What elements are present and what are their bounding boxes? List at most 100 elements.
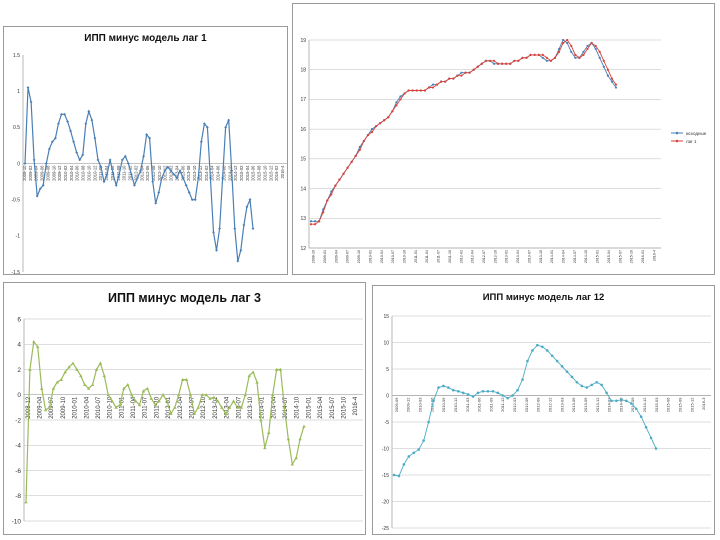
x-tick-label: 2014-01 [550,250,554,263]
data-point [212,230,215,234]
y-tick-label: 1.5 [13,53,20,59]
y-tick-label: 10 [383,340,389,346]
data-point [399,98,402,101]
data-point [251,370,255,374]
data-point [24,500,28,504]
legend-item-lag1: лаг 1 [671,138,697,144]
x-tick-label: 2012-03 [512,397,517,412]
y-tick-label: -20 [382,499,389,505]
data-point [236,259,240,263]
data-point [374,125,378,128]
data-point [529,53,532,56]
y-tick-label: -6 [15,468,21,475]
data-point [326,199,329,202]
data-point [461,391,465,395]
data-point [334,184,337,187]
x-tick-label: 2016-02 [274,165,279,181]
legend-line-icon [671,139,683,143]
data-point [60,112,63,116]
data-point [517,59,520,62]
data-point [99,165,103,169]
data-point [313,223,317,226]
data-point [114,183,118,187]
data-point [513,59,516,62]
x-tick-label: 2013-02 [169,165,174,181]
data-point [354,154,357,157]
x-tick-label: 2014-07 [283,396,289,419]
data-point [78,158,82,162]
data-point [32,340,36,344]
data-point [491,389,495,393]
data-point [610,77,614,80]
data-point [536,343,539,347]
data-point [298,437,302,441]
y-tick-label: -2 [15,417,21,424]
data-point [471,395,475,398]
x-tick-label: 2016-4 [280,165,285,179]
x-tick-label: 2011-01 [119,396,125,418]
data-point [255,380,259,384]
data-point [149,396,153,400]
x-tick-label: 2016-3 [701,397,706,410]
data-point [496,391,500,395]
data-point [163,169,167,173]
y-tick-label: 12 [300,246,306,252]
data-point [212,395,216,399]
x-tick-label: 2010-02 [63,165,68,181]
data-point [570,50,573,53]
data-point [448,77,451,80]
chart-panel-lag12: ИПП минус модель лаг 12 15 10 5 0 -5 -10 -15 -2… [372,285,715,535]
data-point [383,119,386,122]
data-point [160,176,164,180]
data-point [362,139,365,143]
data-point [117,172,121,176]
x-tick-label: 2012-07 [482,250,486,263]
x-tick-label: 2015-08 [257,165,262,181]
data-point [419,89,422,92]
data-point [417,448,421,451]
x-tick-label: 2015-02 [239,165,244,181]
data-point [133,399,138,403]
data-point [57,122,60,126]
x-tick-label: 2013-07 [527,250,531,263]
x-tick-label: 2010-08 [81,165,86,181]
data-point [330,190,333,193]
data-point [75,367,79,371]
data-point [251,227,255,230]
x-tick-label: 2010-10 [108,396,114,419]
x-tick-label: 2011-07 [143,396,149,418]
x-tick-label: 2015-10 [341,396,347,419]
x-tick-label: 2015-01 [596,250,600,263]
x-tick-label: 2015-12 [689,397,694,412]
series-line [24,87,254,262]
x-tick-label: 2011-09 [488,397,493,412]
data-point [26,86,30,89]
data-point [235,405,240,409]
data-point [51,386,56,390]
data-point [472,68,475,71]
x-tick-label: 2009-07 [49,396,55,419]
x-tick-label: 2009-04 [34,165,39,181]
legend-label: исходные [686,130,707,136]
data-point [525,56,528,59]
y-tick-label: 14 [300,186,306,192]
data-point [32,158,36,162]
data-point [566,38,569,42]
data-point [90,118,94,122]
data-point [154,201,158,205]
x-tick-label: 2010-06 [75,165,80,181]
x-tick-label: 2013-03 [559,397,564,412]
data-point [350,160,353,163]
data-point [278,367,283,371]
y-tick-label: -1 [16,234,21,240]
data-point [602,65,605,68]
x-tick-label: 2014-10 [584,250,588,263]
data-point [309,223,313,226]
chart-title: ИПП минус модель лаг 1 [84,33,207,44]
x-tick-label: 2010-03 [418,397,423,412]
data-point [79,374,83,378]
x-tick-label: 2009-06 [40,165,45,181]
data-point [598,56,601,59]
x-tick-label: 2014-04 [210,165,215,181]
